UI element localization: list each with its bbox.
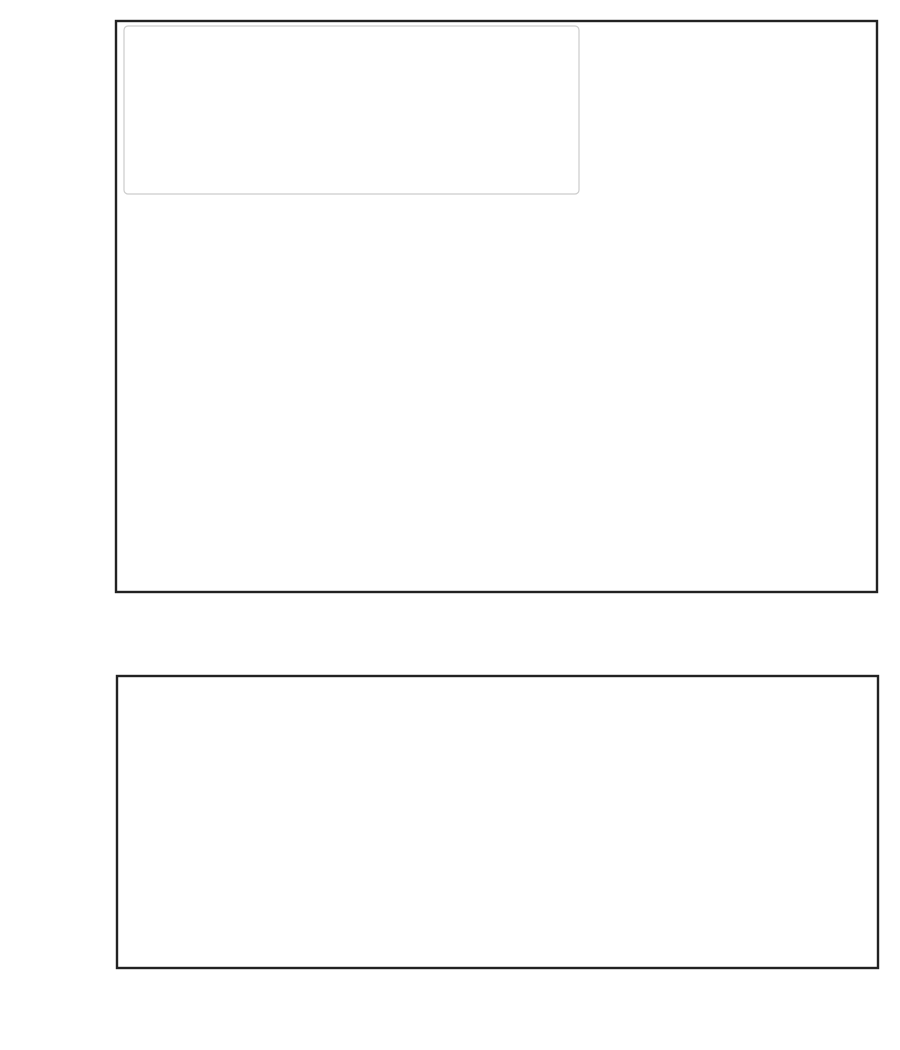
top-axes-frame xyxy=(114,19,879,594)
legend xyxy=(123,25,580,195)
bottom-axes-frame xyxy=(115,674,880,970)
legend-box xyxy=(123,25,580,195)
calibration-panel xyxy=(114,19,879,594)
residuals-panel xyxy=(115,674,880,970)
